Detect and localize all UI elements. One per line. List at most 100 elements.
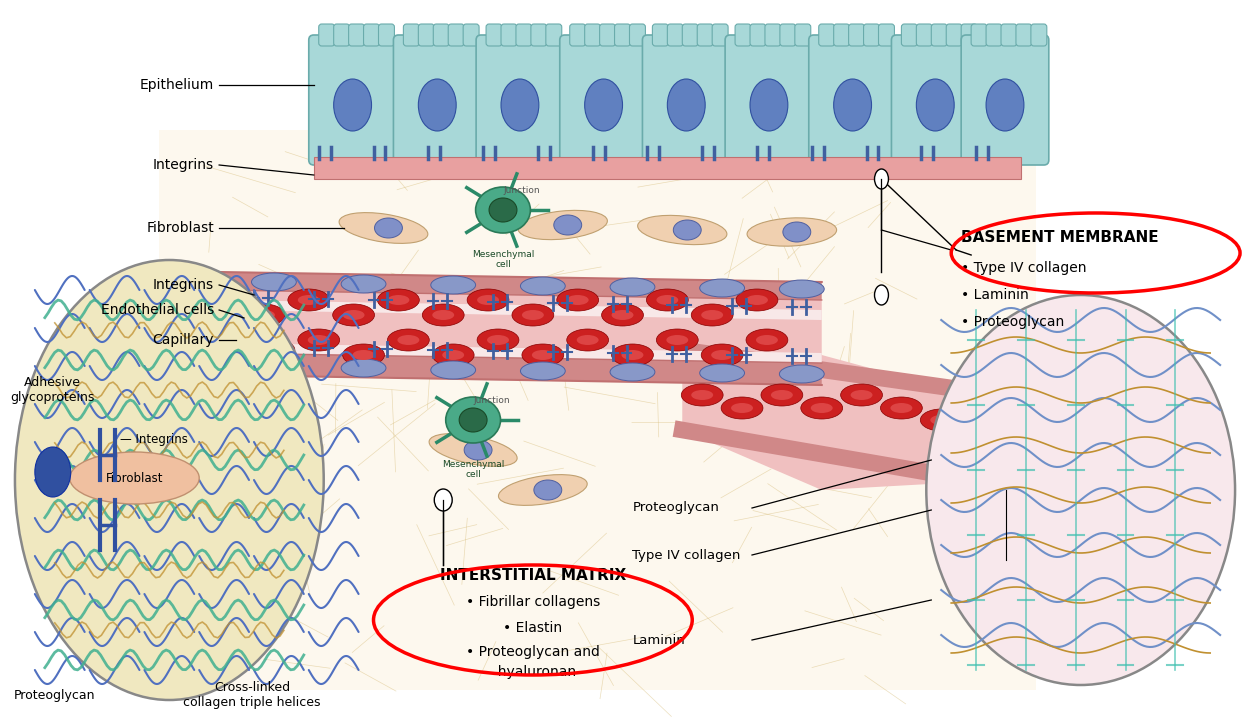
Ellipse shape [782, 222, 811, 242]
Ellipse shape [930, 415, 953, 425]
FancyBboxPatch shape [916, 24, 933, 46]
Ellipse shape [811, 403, 833, 413]
Ellipse shape [378, 289, 419, 311]
FancyBboxPatch shape [725, 35, 813, 165]
FancyBboxPatch shape [585, 24, 601, 46]
Polygon shape [219, 353, 821, 385]
FancyBboxPatch shape [901, 24, 918, 46]
Text: Fibroblast: Fibroblast [105, 472, 163, 485]
Ellipse shape [920, 409, 962, 431]
Text: Integrins: Integrins [153, 278, 214, 292]
Ellipse shape [518, 210, 607, 240]
Ellipse shape [711, 350, 734, 360]
Ellipse shape [621, 350, 644, 360]
FancyBboxPatch shape [891, 35, 979, 165]
FancyBboxPatch shape [849, 24, 865, 46]
Ellipse shape [446, 397, 501, 443]
FancyBboxPatch shape [348, 24, 364, 46]
FancyBboxPatch shape [501, 24, 517, 46]
Ellipse shape [252, 357, 297, 375]
Ellipse shape [637, 215, 727, 245]
Ellipse shape [610, 278, 655, 296]
FancyBboxPatch shape [931, 24, 948, 46]
Text: Laminin: Laminin [632, 633, 685, 646]
Ellipse shape [298, 329, 339, 351]
Ellipse shape [397, 335, 419, 345]
Ellipse shape [656, 295, 679, 305]
Ellipse shape [288, 289, 329, 311]
FancyBboxPatch shape [879, 24, 894, 46]
Ellipse shape [353, 350, 374, 360]
FancyBboxPatch shape [560, 35, 647, 165]
FancyBboxPatch shape [476, 35, 563, 165]
FancyBboxPatch shape [334, 24, 349, 46]
Text: Mesenchymal
cell: Mesenchymal cell [442, 460, 505, 480]
Ellipse shape [431, 361, 476, 379]
Polygon shape [219, 343, 821, 363]
Ellipse shape [252, 273, 297, 291]
Ellipse shape [501, 79, 538, 131]
Ellipse shape [434, 489, 452, 511]
Ellipse shape [970, 430, 992, 440]
Ellipse shape [387, 295, 409, 305]
Text: — Integrins: — Integrins [119, 434, 188, 447]
FancyBboxPatch shape [987, 24, 1002, 46]
FancyBboxPatch shape [809, 35, 896, 165]
FancyBboxPatch shape [795, 24, 811, 46]
Ellipse shape [761, 384, 803, 406]
Ellipse shape [459, 408, 487, 432]
Text: Integrins: Integrins [153, 158, 214, 172]
Ellipse shape [780, 280, 824, 298]
Text: Fibroblast: Fibroblast [146, 221, 214, 235]
Text: BASEMENT MEMBRANE: BASEMENT MEMBRANE [962, 230, 1159, 246]
Ellipse shape [333, 304, 374, 326]
Polygon shape [219, 272, 821, 300]
Ellipse shape [343, 310, 364, 320]
FancyBboxPatch shape [1002, 24, 1017, 46]
FancyBboxPatch shape [393, 35, 481, 165]
Ellipse shape [874, 169, 889, 189]
Ellipse shape [263, 345, 285, 355]
FancyBboxPatch shape [682, 24, 699, 46]
Ellipse shape [374, 218, 402, 238]
Text: • Laminin: • Laminin [962, 288, 1029, 302]
Text: Cross-linked
collagen triple helices: Cross-linked collagen triple helices [183, 681, 321, 709]
FancyBboxPatch shape [864, 24, 879, 46]
Ellipse shape [521, 362, 565, 380]
FancyBboxPatch shape [834, 24, 850, 46]
FancyBboxPatch shape [448, 24, 464, 46]
Ellipse shape [880, 397, 923, 419]
Text: Junction: Junction [473, 396, 510, 405]
Ellipse shape [700, 279, 745, 297]
Ellipse shape [432, 344, 475, 366]
FancyBboxPatch shape [765, 24, 781, 46]
Ellipse shape [490, 198, 517, 222]
Ellipse shape [611, 310, 634, 320]
Ellipse shape [611, 344, 654, 366]
Ellipse shape [498, 475, 587, 505]
Ellipse shape [477, 329, 518, 351]
FancyBboxPatch shape [712, 24, 729, 46]
Text: • Elastin: • Elastin [503, 621, 562, 635]
Ellipse shape [721, 397, 762, 419]
FancyBboxPatch shape [418, 24, 434, 46]
FancyBboxPatch shape [630, 24, 646, 46]
FancyBboxPatch shape [433, 24, 449, 46]
Ellipse shape [840, 384, 883, 406]
Text: Endothelial cells: Endothelial cells [101, 303, 214, 317]
Ellipse shape [334, 79, 372, 131]
Ellipse shape [750, 79, 788, 131]
FancyBboxPatch shape [319, 24, 334, 46]
Ellipse shape [746, 329, 788, 351]
Ellipse shape [557, 289, 598, 311]
Ellipse shape [522, 344, 563, 366]
FancyBboxPatch shape [1030, 24, 1047, 46]
Polygon shape [219, 300, 821, 320]
FancyBboxPatch shape [1015, 24, 1032, 46]
Ellipse shape [567, 329, 608, 351]
Ellipse shape [691, 390, 714, 400]
Text: Epithelium: Epithelium [140, 78, 214, 92]
Ellipse shape [442, 350, 464, 360]
FancyBboxPatch shape [642, 35, 730, 165]
Ellipse shape [343, 344, 384, 366]
